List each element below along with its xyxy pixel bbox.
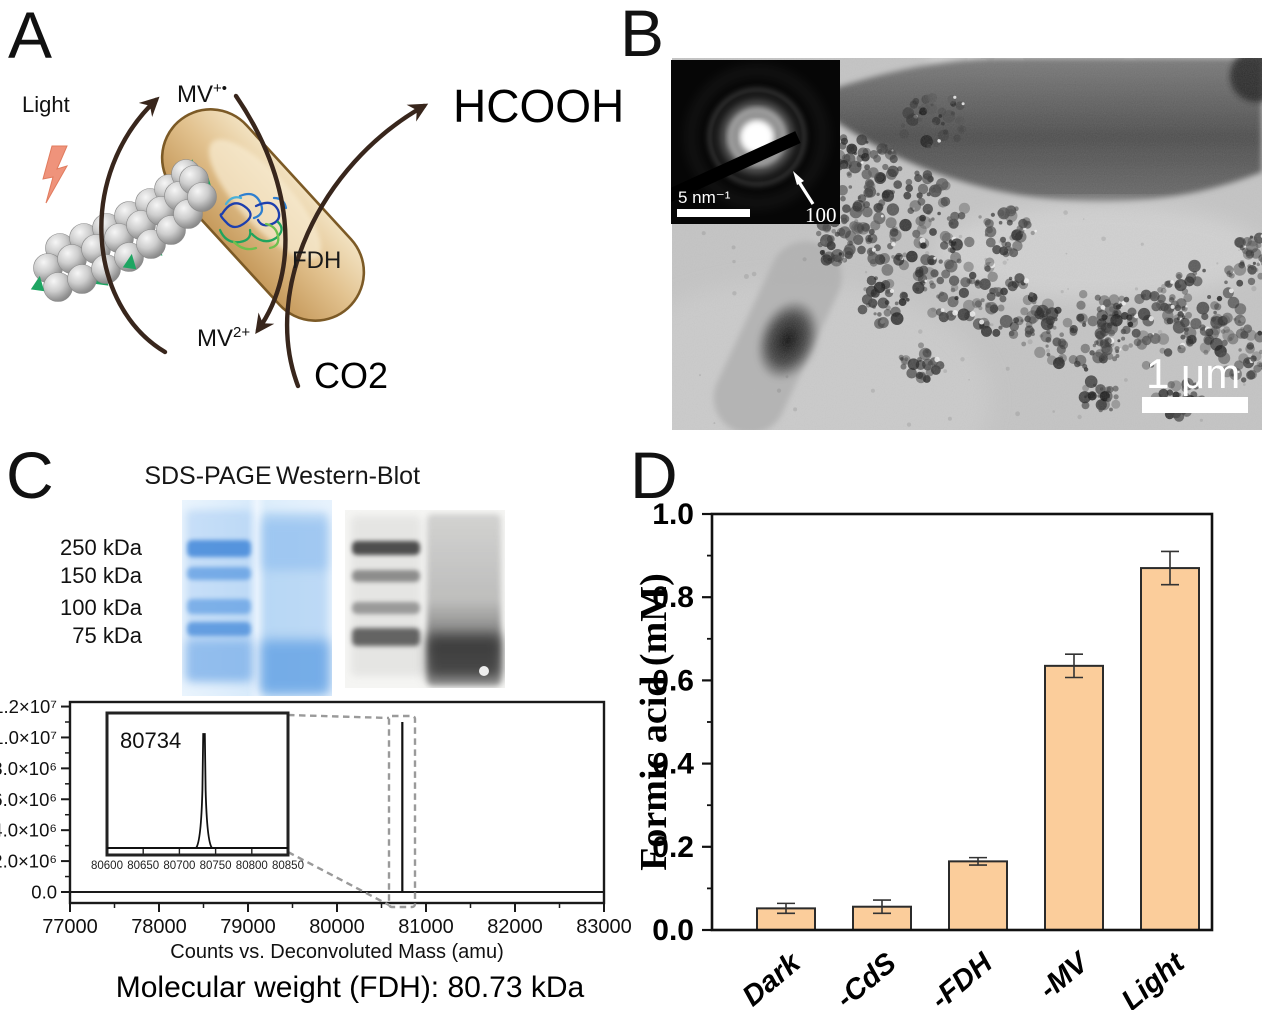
axis-box: [710, 512, 1214, 932]
category-label: -CdS: [830, 946, 903, 1010]
arrow-co2-to-hcooh: [284, 103, 429, 389]
panel-d-bar-chart: 0.0 0.2 0.4 0.6 0.8 1.0 Dark -CdS -FDH -MV Light F…: [633, 498, 1214, 1010]
x-tick-label: 82000: [487, 916, 543, 938]
x-tick-label: 83000: [576, 916, 632, 938]
sds-page-gel: [182, 500, 332, 696]
mv-2plus-label: MV2+: [197, 324, 250, 352]
spectrum-xlabel: Counts vs. Deconvoluted Mass (amu): [170, 941, 503, 963]
spectrum-plot: 77000 78000 79000 80000 81000 82000 83000 0.0 2.…: [0, 696, 632, 938]
western-blot-title: Western-Blot: [275, 462, 421, 490]
x-tick-label: 81000: [398, 916, 454, 938]
linker-green: [122, 253, 137, 270]
y-tick-label: 1.2×10⁷: [0, 696, 57, 717]
cds-sphere: [114, 242, 144, 272]
bar: [1044, 664, 1104, 932]
saed-100-arrow: [793, 171, 815, 205]
inset-peak-label: 80734: [120, 728, 181, 753]
panel-b-tem: 5 nm⁻¹ 100 1 μm: [671, 58, 1262, 430]
y-tick-label: 4.0×10⁶: [0, 820, 57, 841]
category-label: -FDH: [925, 946, 999, 1010]
y-tick-label: 1.0×10⁷: [0, 727, 57, 748]
fdh-protein-ribbon: [218, 192, 288, 251]
panel-a-label: A: [8, 0, 53, 72]
panel-a-scheme: Light MV+• MV2+ FDH HCOOH CO2: [22, 80, 624, 396]
tem-scale-bar: [1142, 397, 1248, 413]
panel-b-label: B: [620, 0, 665, 70]
inset-box: [105, 711, 290, 857]
y-tick-label: 0.6: [652, 664, 694, 697]
y-tick-label: 2.0×10⁶: [0, 851, 57, 872]
inset-tick-label: 80750: [200, 860, 232, 872]
saed-scale-label: 5 nm⁻¹: [678, 188, 731, 207]
panel-c-label: C: [6, 438, 54, 512]
bar-chart-ylabel: Formic acid (mM): [633, 573, 675, 871]
inset-tick-label: 80850: [272, 860, 304, 872]
bar: [1140, 567, 1200, 932]
panel-c-mass-spectrum: 77000 78000 79000 80000 81000 82000 83000 0.0 2.…: [0, 696, 632, 1004]
y-tick-label: 0.2: [652, 831, 694, 864]
western-blot-gel: [345, 510, 505, 688]
y-tick-label: 8.0×10⁶: [0, 758, 57, 779]
marker-150kda: 150 kDa: [60, 563, 142, 588]
category-label: Light: [1116, 946, 1192, 1010]
marker-100kda: 100 kDa: [60, 595, 142, 620]
y-tick-label: 0.8: [652, 581, 694, 614]
lightning-icon: [42, 145, 69, 204]
x-tick-label: 78000: [131, 916, 187, 938]
arrow-mv-up: [99, 96, 168, 355]
category-label: Dark: [737, 946, 808, 1010]
y-tick-label: 0.0: [31, 882, 57, 903]
saed-scale-bar: [677, 209, 750, 217]
inset-tick-label: 80800: [236, 860, 268, 872]
linker-green: [30, 275, 45, 292]
x-tick-label: 80000: [309, 916, 365, 938]
saed-plane-label: 100: [805, 203, 837, 227]
reaction-arrows: [99, 93, 429, 389]
spectrum-inset: 80600 80650 80700 80750 80800 80850: [91, 711, 304, 872]
axis-box: [68, 700, 606, 905]
x-tick-label: 79000: [220, 916, 276, 938]
fdh-label: FDH: [292, 247, 341, 274]
co2-label: CO2: [314, 355, 388, 396]
y-tick-label: 0.0: [652, 914, 694, 947]
arrow-mv-down: [233, 93, 288, 334]
spectrum-caption: Molecular weight (FDH): 80.73 kDa: [116, 971, 585, 1004]
tem-scale-label: 1 μm: [1146, 350, 1240, 397]
y-tick-label: 1.0: [652, 498, 694, 531]
hcooh-label: HCOOH: [453, 80, 624, 132]
y-tick-label: 6.0×10⁶: [0, 789, 57, 810]
cds-sphere-chain: [33, 159, 217, 302]
inset-tick-label: 80650: [127, 860, 159, 872]
linker-fragments-front: [30, 253, 137, 292]
x-tick-label: 77000: [42, 916, 98, 938]
inset-tick-label: 80600: [91, 860, 123, 872]
category-label: -MV: [1033, 945, 1096, 1005]
panel-d-label: D: [630, 438, 678, 512]
sds-page-title: SDS-PAGE: [144, 462, 272, 490]
marker-75kda: 75 kDa: [72, 623, 142, 648]
inset-tick-label: 80700: [163, 860, 195, 872]
bar: [948, 860, 1008, 931]
mv-plus-label: MV+•: [177, 80, 227, 108]
inset-peak: [195, 733, 213, 849]
cds-sphere: [187, 182, 217, 212]
saed-inset: 5 nm⁻¹ 100: [671, 60, 840, 227]
marker-250kda: 250 kDa: [60, 535, 142, 560]
light-label: Light: [22, 92, 70, 117]
fdh-capsule: [160, 108, 366, 322]
y-tick-label: 0.4: [652, 748, 694, 781]
bar-plot: 0.0 0.2 0.4 0.6 0.8 1.0 Dark -CdS -FDH -MV Light: [652, 498, 1214, 1010]
zoom-link-dashes: [287, 713, 417, 909]
beam-stopper: [671, 131, 801, 202]
